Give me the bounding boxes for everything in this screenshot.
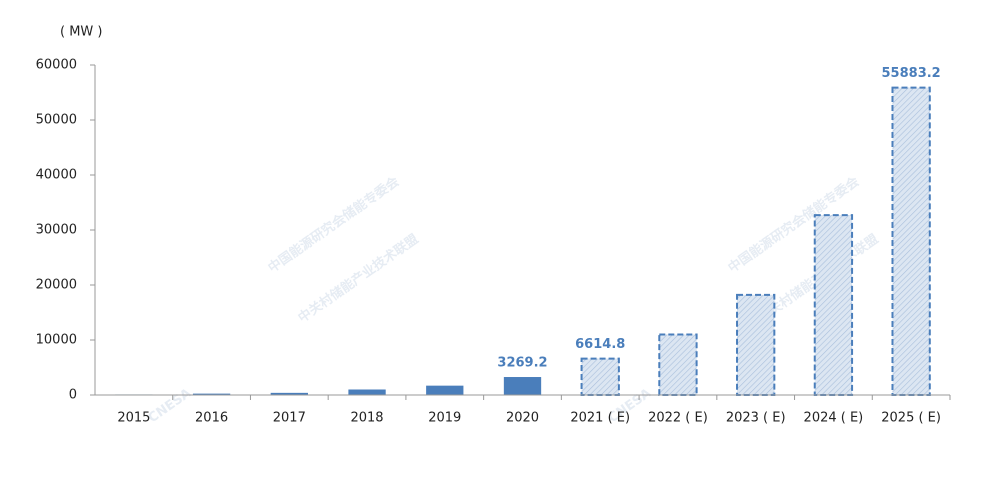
data-label: 3269.2	[497, 356, 547, 371]
x-tick-label: 2020	[506, 411, 539, 426]
x-tick-label: 2023 ( E)	[726, 411, 786, 426]
bar	[426, 385, 464, 395]
y-tick-label: 60000	[36, 58, 77, 73]
bar	[891, 86, 931, 397]
y-tick-label: 40000	[36, 168, 77, 183]
bar	[270, 392, 308, 395]
bar	[348, 389, 386, 395]
bar	[736, 293, 776, 396]
x-tick-label: 2024 ( E)	[804, 411, 864, 426]
x-tick-label: 2015	[117, 411, 150, 426]
x-tick-label: 2022 ( E)	[648, 411, 708, 426]
y-tick-label: 20000	[36, 278, 77, 293]
x-tick-label: 2018	[350, 411, 383, 426]
data-label: 6614.8	[575, 337, 625, 352]
y-tick-label: 30000	[36, 223, 77, 238]
y-tick-label: 50000	[36, 113, 77, 128]
x-tick-label: 2019	[428, 411, 461, 426]
y-tick-label: 10000	[36, 333, 77, 348]
bar	[192, 393, 231, 395]
x-tick-label: 2017	[273, 411, 306, 426]
x-tick-label: 2025 ( E)	[881, 411, 941, 426]
bar	[813, 214, 854, 396]
bar	[658, 333, 698, 396]
y-tick-label: 0	[69, 388, 77, 403]
x-tick-label: 2021 ( E)	[570, 411, 630, 426]
data-label: 55883.2	[882, 66, 941, 81]
watermark-logo: CNESA	[146, 386, 195, 426]
y-axis-label: ( MW )	[60, 25, 102, 40]
x-tick-label: 2016	[195, 411, 228, 426]
bar	[503, 377, 542, 395]
bar	[580, 357, 620, 396]
